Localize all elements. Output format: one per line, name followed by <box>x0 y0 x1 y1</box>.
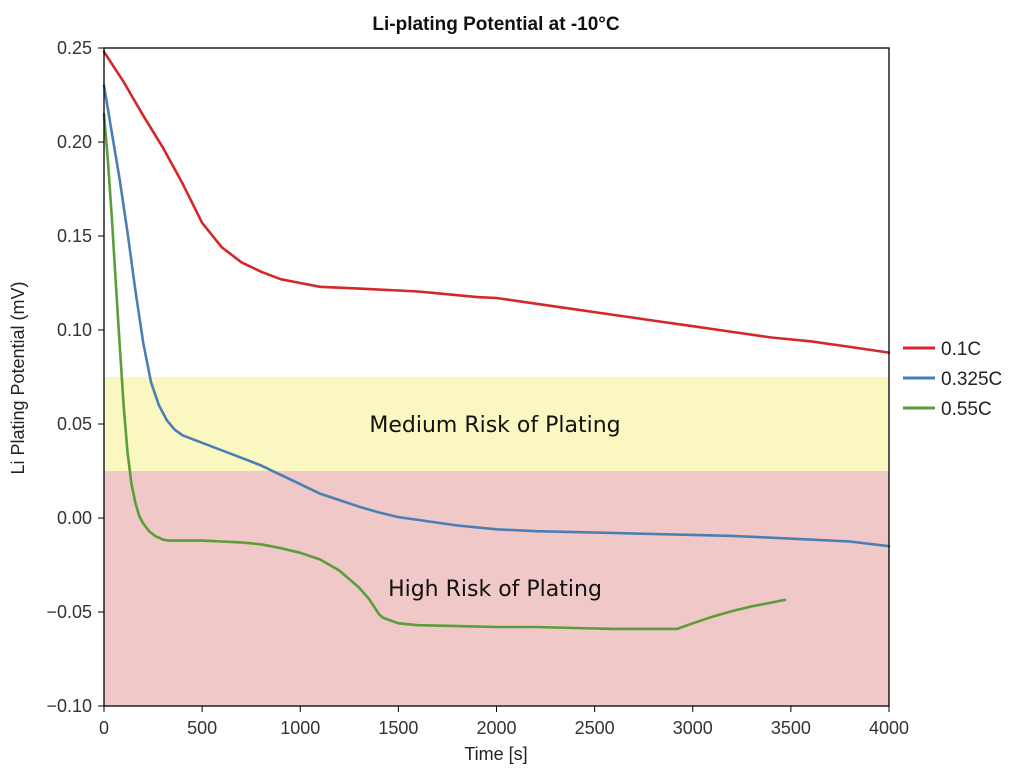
y-tick-label: 0.00 <box>57 508 92 528</box>
x-axis-label: Time [s] <box>464 744 527 764</box>
series-line-0-1C <box>102 50 891 354</box>
x-tick-label: 2500 <box>575 718 615 738</box>
high-risk-of-plating-label: High Risk of Plating <box>388 577 602 602</box>
y-tick-label: −0.10 <box>46 696 92 716</box>
band-labels: Medium Risk of Plating High Risk of Plati… <box>369 413 620 602</box>
x-tick-label: 500 <box>187 718 217 738</box>
x-tick-label: 4000 <box>869 718 909 738</box>
medium-risk-of-plating-label: Medium Risk of Plating <box>369 413 620 438</box>
legend-label-0-1C: 0.1C <box>941 339 981 360</box>
x-tick-label: 2000 <box>476 718 516 738</box>
x-tick-label: 1000 <box>280 718 320 738</box>
series-line-0-325C <box>102 84 891 548</box>
y-tick-label: 0.05 <box>57 414 92 434</box>
x-axis-ticks: 0 500 1000 1500 2000 2500 3000 3500 4000 <box>99 706 909 738</box>
x-tick-label: 0 <box>99 718 109 738</box>
y-tick-label: −0.05 <box>46 602 92 622</box>
y-tick-label: 0.10 <box>57 320 92 340</box>
y-tick-label: 0.15 <box>57 226 92 246</box>
y-tick-label: 0.25 <box>57 38 92 58</box>
x-tick-label: 3500 <box>771 718 811 738</box>
x-tick-label: 1500 <box>378 718 418 738</box>
series-lines <box>102 50 891 631</box>
x-tick-label: 3000 <box>673 718 713 738</box>
y-axis-label: Li Plating Potential (mV) <box>8 281 28 474</box>
legend: 0.1C 0.325C 0.55C <box>903 339 1002 420</box>
series-line-0-55C <box>102 112 787 631</box>
chart-title: Li-plating Potential at -10°C <box>372 14 620 35</box>
high-risk-of-plating-band <box>104 471 889 706</box>
y-axis-ticks: −0.10 −0.05 0.00 0.05 0.10 0.15 0.20 0.25 <box>46 38 104 716</box>
risk-bands <box>104 377 889 706</box>
legend-label-0-55C: 0.55C <box>941 399 992 420</box>
legend-label-0-325C: 0.325C <box>941 369 1002 390</box>
y-tick-label: 0.20 <box>57 132 92 152</box>
